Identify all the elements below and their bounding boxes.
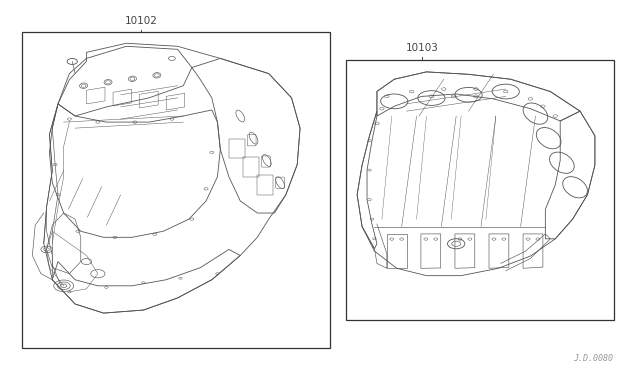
Bar [346, 60, 614, 320]
Bar [22, 32, 330, 348]
Text: J.D.0080: J.D.0080 [573, 354, 613, 363]
Text: 10103: 10103 [406, 43, 439, 53]
Text: 10102: 10102 [124, 16, 157, 26]
